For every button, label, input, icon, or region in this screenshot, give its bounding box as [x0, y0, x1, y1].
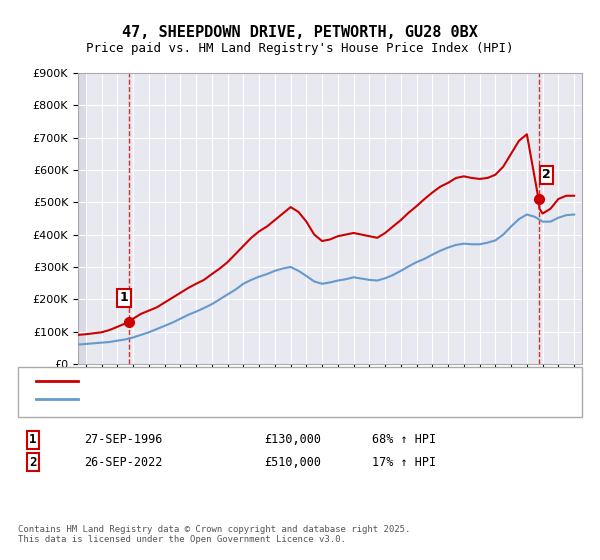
Text: Price paid vs. HM Land Registry's House Price Index (HPI): Price paid vs. HM Land Registry's House …: [86, 42, 514, 55]
Text: 27-SEP-1996: 27-SEP-1996: [84, 433, 163, 446]
Text: Contains HM Land Registry data © Crown copyright and database right 2025.
This d: Contains HM Land Registry data © Crown c…: [18, 525, 410, 544]
Text: 1: 1: [29, 433, 37, 446]
Text: £510,000: £510,000: [264, 455, 321, 469]
Text: 2: 2: [29, 455, 37, 469]
Text: 17% ↑ HPI: 17% ↑ HPI: [372, 455, 436, 469]
Text: 2: 2: [542, 168, 551, 181]
Text: HPI: Average price, semi-detached house, Chichester: HPI: Average price, semi-detached house,…: [81, 394, 400, 404]
Text: 26-SEP-2022: 26-SEP-2022: [84, 455, 163, 469]
Text: £130,000: £130,000: [264, 433, 321, 446]
Text: 1: 1: [120, 291, 128, 304]
Text: 47, SHEEPDOWN DRIVE, PETWORTH, GU28 0BX (semi-detached house): 47, SHEEPDOWN DRIVE, PETWORTH, GU28 0BX …: [81, 376, 462, 386]
Text: 47, SHEEPDOWN DRIVE, PETWORTH, GU28 0BX: 47, SHEEPDOWN DRIVE, PETWORTH, GU28 0BX: [122, 25, 478, 40]
Text: 68% ↑ HPI: 68% ↑ HPI: [372, 433, 436, 446]
